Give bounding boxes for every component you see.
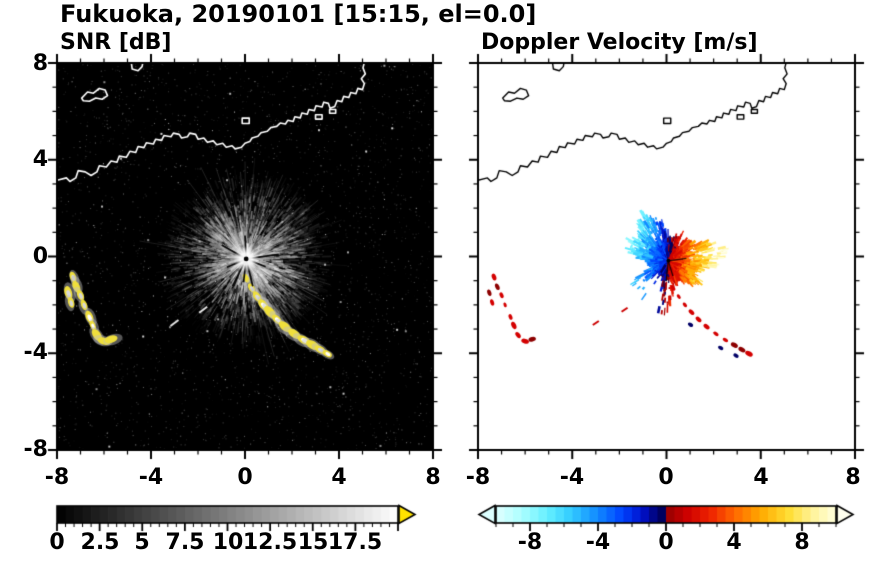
vel-cbar-label-0: 0 [658, 530, 674, 555]
vel-xtick-label-m4: -4 [559, 465, 585, 490]
vel-cbar-label-m4: -4 [585, 530, 611, 555]
vel-xtick-label-4: 4 [753, 465, 769, 490]
ytick-label-m8: -8 [23, 437, 48, 462]
snr-cbar-label-12p5: 12.5 [242, 530, 298, 555]
velocity-plot-area [478, 63, 855, 450]
snr-plot-area [57, 63, 433, 450]
vel-xtick-label-0: 0 [658, 465, 674, 490]
snr-cbar-label-15: 15 [297, 530, 329, 555]
snr-panel-title: SNR [dB] [60, 30, 172, 55]
snr-cbar-label-10: 10 [212, 530, 244, 555]
snr-xtick-label-m8: -8 [44, 465, 70, 490]
ytick-label-m4: -4 [23, 340, 48, 365]
figure-title: Fukuoka, 20190101 [15:15, el=0.0] [60, 0, 537, 28]
vel-cbar-label-4: 4 [726, 530, 742, 555]
snr-xtick-label-0: 0 [237, 465, 253, 490]
snr-cbar-label-5: 5 [134, 530, 150, 555]
ytick-label-4: 4 [32, 147, 48, 172]
velocity-panel-title: Doppler Velocity [m/s] [481, 30, 758, 55]
vel-cbar-label-m8: -8 [517, 530, 543, 555]
snr-cbar-label-17p5: 17.5 [327, 530, 383, 555]
snr-xtick-label-8: 8 [425, 465, 441, 490]
velocity-colorbar [480, 506, 852, 524]
snr-colorbar [57, 506, 415, 524]
vel-cbar-label-8: 8 [794, 530, 810, 555]
snr-cbar-label-7p5: 7.5 [165, 530, 205, 555]
snr-xtick-label-m4: -4 [138, 465, 164, 490]
vel-xtick-label-m8: -8 [465, 465, 491, 490]
snr-cbar-label-2p5: 2.5 [80, 530, 120, 555]
ytick-label-0: 0 [32, 244, 48, 269]
ytick-label-8: 8 [32, 51, 48, 76]
snr-xtick-label-4: 4 [331, 465, 347, 490]
snr-cbar-label-0: 0 [49, 530, 65, 555]
vel-xtick-label-8: 8 [845, 465, 861, 490]
